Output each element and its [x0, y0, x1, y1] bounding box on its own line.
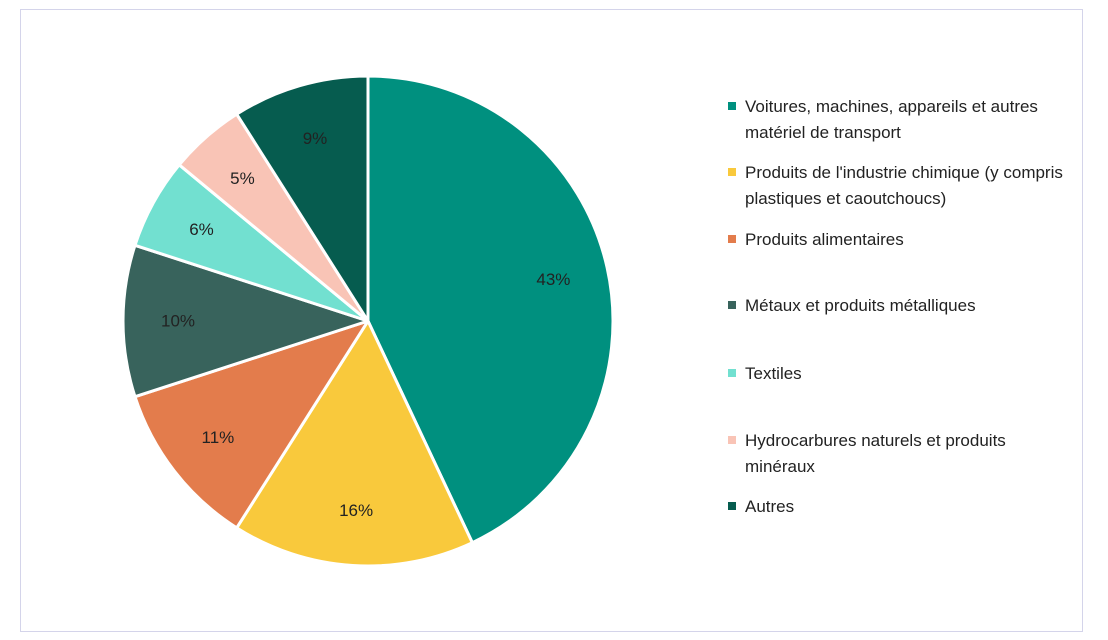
legend-swatch — [728, 502, 736, 510]
pie-slices — [121, 74, 615, 568]
legend-swatch — [728, 369, 736, 377]
legend-label: Produits alimentaires — [745, 230, 904, 249]
pie-slice-label: 11% — [202, 428, 235, 447]
pie-slice — [121, 243, 370, 399]
legend-swatch — [728, 301, 736, 309]
pie-slice — [366, 74, 615, 545]
pie-slice-label: 5% — [230, 169, 255, 188]
pie-slice — [235, 319, 474, 568]
legend-swatch — [728, 102, 736, 110]
legend-label: Voitures, machines, appareils et autres … — [745, 97, 1038, 142]
pie-slice-label: 10% — [161, 312, 195, 331]
legend-label: Métaux et produits métalliques — [745, 296, 976, 315]
legend-swatch — [728, 168, 736, 176]
pie-slice-label: 43% — [536, 270, 570, 289]
legend-label: Produits de l'industrie chimique (y comp… — [745, 163, 1063, 208]
legend-swatch — [728, 436, 736, 444]
pie-slice — [133, 319, 370, 530]
pie-slice-label: 16% — [339, 501, 373, 520]
pie-labels: 43% 16% 11% 10% 6% 5% 9% — [161, 129, 570, 520]
pie-slice-label: 9% — [303, 129, 328, 148]
legend-label: Hydrocarbures naturels et produits minér… — [745, 431, 1006, 476]
legend-label: Textiles — [745, 364, 802, 383]
legend-swatch — [728, 235, 736, 243]
pie-slice — [235, 74, 370, 323]
pie-slice-label: 6% — [189, 220, 214, 239]
legend-label: Autres — [745, 497, 795, 516]
